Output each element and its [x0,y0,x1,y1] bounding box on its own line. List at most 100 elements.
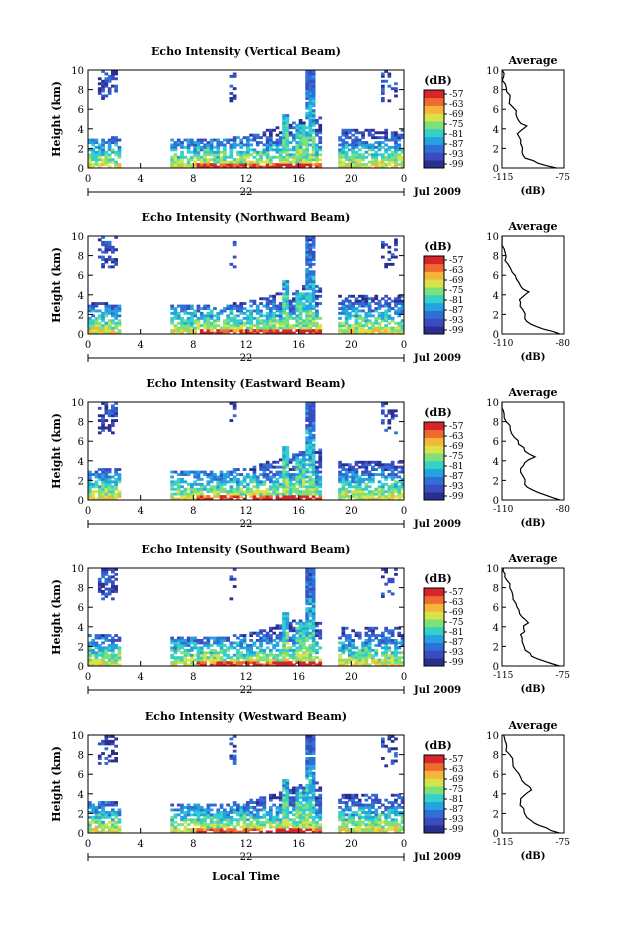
heatmap-cell [302,123,306,127]
heatmap-cell [111,585,115,588]
heatmap-cell [97,577,102,581]
heatmap-cell [97,331,102,335]
heatmap-cell [269,463,273,467]
colorbar-segment [424,287,444,296]
heatmap-cell [223,307,227,310]
heatmap-cell [206,639,211,642]
heatmap-cell [278,150,283,154]
heatmap-cell [308,580,313,584]
heatmap-cell [255,818,260,822]
heatmap-cell [288,307,293,310]
heatmap-cell [242,307,247,310]
heatmap-cell [377,663,382,667]
heatmap-cell [282,324,286,328]
heatmap-cell [308,771,313,775]
heatmap-cell [186,158,191,162]
heatmap-cell [400,634,405,637]
heatmap-cell [259,463,263,467]
heatmap-cell [364,653,369,657]
heatmap-cell [265,663,270,667]
heatmap-cell [282,304,286,308]
heatmap-cell [311,784,316,787]
heatmap-cell [206,823,211,827]
heatmap-cell [387,302,392,305]
heatmap-cell [285,331,290,335]
heatmap-cell [397,641,402,645]
heatmap-cell [311,421,316,425]
heatmap-cell [239,163,244,166]
heatmap-cell [305,126,309,130]
heatmap-cell [311,255,316,259]
heatmap-cell [216,663,221,667]
heatmap-cell [111,258,115,261]
heatmap-cell [226,316,230,320]
heatmap-cell [255,497,260,501]
heatmap-cell [278,292,283,296]
heatmap-cell [94,808,99,812]
heatmap-cell [255,651,260,655]
heatmap-cell [285,292,290,296]
heatmap-cell [400,639,405,642]
heatmap-cell [367,329,372,332]
heatmap-cell [377,163,382,166]
heatmap-cell [315,798,319,802]
y-tick-label: 2 [78,144,84,155]
heatmap-cell [209,818,214,822]
heatmap-cell [259,141,263,144]
heatmap-cell [190,321,194,325]
heatmap-cell [206,319,211,323]
heatmap-cell [170,470,174,474]
heatmap-cell [269,141,273,144]
colorbar-segment [424,642,444,651]
heatmap-cell [298,801,303,804]
heatmap-cell [180,326,184,330]
heatmap-cell [357,321,362,325]
heatmap-cell [104,150,109,154]
heatmap-cell [88,646,92,650]
heatmap-cell [117,480,122,484]
heatmap-cell [91,158,95,162]
colorbar-segment [424,603,444,612]
heatmap-cell [236,823,240,827]
heatmap-cell [367,636,372,640]
heatmap-cell [101,141,105,144]
heatmap-cell [315,150,319,154]
heatmap-cell [173,648,178,652]
heatmap-cell [377,480,382,484]
heatmap-cell [292,297,296,301]
avg-y-tick-label: 6 [493,105,499,116]
heatmap-cell [255,646,260,650]
heatmap-cell [298,619,303,623]
heatmap-cell [400,158,405,162]
heatmap-cell [97,658,102,662]
heatmap-cell [94,634,99,637]
heatmap-cell [308,314,313,318]
heatmap-cell [311,463,316,467]
heatmap-cell [101,150,105,154]
heatmap-cell [390,477,395,481]
heatmap-cell [173,141,178,144]
heatmap-cell [190,636,194,640]
heatmap-cell [262,634,267,637]
heatmap-cell [387,473,392,476]
heatmap-cell [292,482,296,486]
heatmap-cell [285,114,290,117]
heatmap-cell [298,626,303,630]
heatmap-cell [117,492,122,496]
heatmap-cell [285,123,290,127]
heatmap-cell [282,470,286,474]
heatmap-cell [249,651,253,655]
heatmap-cell [246,656,250,660]
heatmap-cell [390,492,395,496]
heatmap-cell [111,825,115,829]
panel-5: Echo Intensity (Westward Beam)0246810Hei… [50,710,570,863]
heatmap-cell [308,245,313,249]
heatmap-cell [292,495,296,498]
heatmap-cell [111,575,115,579]
heatmap-cell [269,626,273,630]
heatmap-cell [292,641,296,645]
heatmap-cell [311,624,316,628]
heatmap-cell [111,661,115,664]
heatmap-cell [183,639,188,642]
heatmap-cell [311,72,316,76]
